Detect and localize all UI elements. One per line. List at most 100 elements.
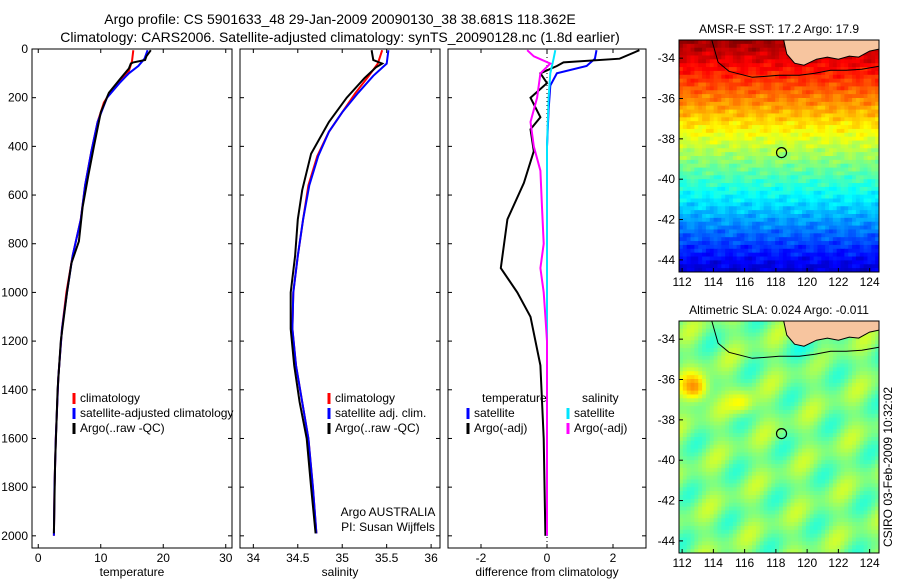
map-cell [729, 390, 734, 395]
map-cell [802, 406, 807, 411]
map-cell [771, 82, 776, 87]
map-cell [798, 98, 803, 103]
map-cell [779, 355, 784, 361]
map-cell [759, 233, 765, 238]
map-cell [694, 248, 699, 254]
map-cell [736, 324, 742, 330]
map-cell [740, 40, 745, 45]
map-cell [679, 59, 684, 64]
map-cell [848, 229, 853, 234]
map-cell [717, 51, 722, 56]
map-cell [755, 156, 761, 161]
map-cell [702, 394, 707, 399]
map-cell [817, 113, 822, 118]
map-cell [721, 101, 726, 107]
map-cell [817, 241, 822, 246]
map-cell [844, 268, 849, 273]
map-cell [871, 351, 876, 357]
map-cell [867, 82, 872, 87]
map-cell [767, 382, 772, 388]
map-cell [698, 214, 703, 219]
map-cell [771, 136, 776, 142]
map-cell [694, 417, 699, 423]
map-cell [682, 163, 688, 169]
map-cell [736, 186, 742, 192]
map-cell [736, 194, 742, 200]
map-cell [809, 78, 815, 84]
map-cell [694, 241, 699, 246]
map-cell [875, 159, 880, 165]
map-cell [752, 413, 757, 419]
map-cell [732, 121, 738, 126]
map-cell [748, 175, 753, 180]
map-cell [721, 248, 726, 254]
map-cell [836, 179, 842, 184]
map-cell [809, 125, 815, 130]
map-cell [829, 101, 834, 107]
map-cell [852, 433, 857, 438]
map-cell [779, 379, 784, 384]
map-cell [736, 202, 742, 207]
map-cell [725, 167, 730, 172]
map-cell [759, 171, 765, 176]
map-cell [759, 94, 765, 99]
map-cell [802, 264, 807, 269]
map-cell [840, 171, 845, 176]
map-cell [752, 206, 757, 211]
map-cell [848, 109, 853, 114]
map-cell [717, 98, 722, 103]
map-cell [690, 382, 695, 388]
map-cell [813, 183, 818, 188]
map-cell [702, 359, 707, 365]
map-cell [698, 144, 703, 149]
map-cell [698, 86, 703, 91]
map-cell [871, 175, 876, 180]
salinity-profile-plot: 34 34.5 35 35.5 36salinityclimatologysatelli… [239, 48, 441, 579]
map-cell [875, 67, 880, 72]
map-cell [832, 78, 838, 84]
map-cell [825, 229, 830, 234]
map-cell [871, 394, 876, 399]
map-cell [802, 74, 807, 80]
map-cell [867, 190, 872, 196]
map-cell [805, 348, 811, 353]
map-cell [836, 241, 842, 246]
map-cell [863, 371, 868, 376]
map-cell [859, 136, 865, 142]
map-cell [736, 351, 742, 357]
map-cell [790, 402, 795, 407]
map-cell [713, 109, 718, 114]
map-cell [829, 82, 834, 87]
map-cell [832, 244, 838, 250]
map-cell [767, 256, 772, 261]
map-cell [798, 264, 803, 269]
map-cell [744, 206, 749, 211]
map-cell [825, 183, 830, 188]
map-cell [725, 382, 730, 388]
map-cell [755, 51, 761, 56]
legend-label: Argo(-adj) [574, 421, 627, 435]
map-cell [694, 171, 699, 176]
map-cell [825, 386, 830, 392]
map-cell [848, 371, 853, 376]
map-cell [744, 252, 749, 258]
map-cell [871, 241, 876, 246]
map-cell [752, 63, 757, 68]
map-cell [825, 237, 830, 242]
map-cell [848, 440, 853, 446]
map-cell [790, 128, 795, 134]
map-cell [694, 355, 699, 361]
map-cell [855, 63, 861, 68]
map-cell [705, 82, 711, 87]
map-cell [682, 121, 688, 126]
map-cell [698, 206, 703, 211]
map-cell [775, 105, 780, 111]
map-cell [821, 128, 826, 134]
map-cell [825, 55, 830, 60]
map-cell [786, 82, 792, 87]
map-cell [690, 74, 695, 80]
map-cell [809, 351, 815, 357]
map-cell [813, 105, 818, 111]
map-cell [875, 152, 880, 157]
map-cell [875, 101, 880, 107]
